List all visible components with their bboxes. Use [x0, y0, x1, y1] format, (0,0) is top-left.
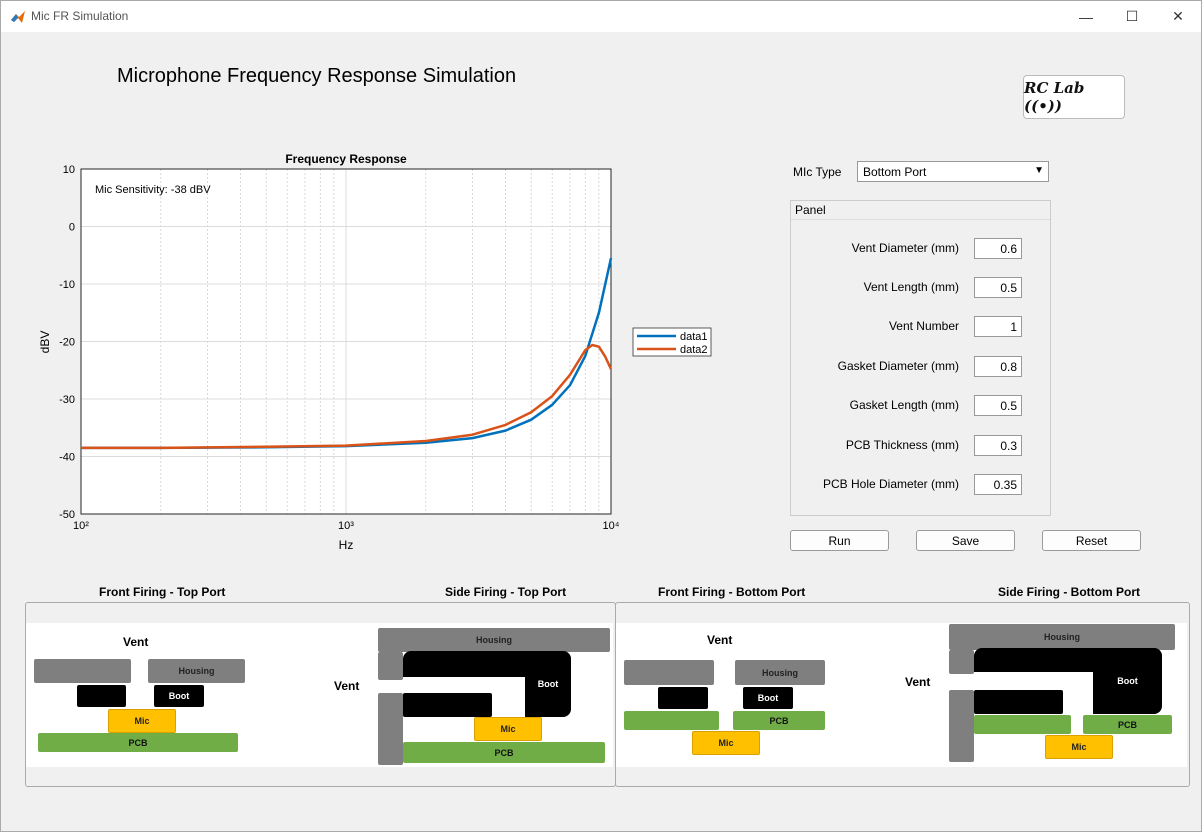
vent-length-label: Vent Length (mm) — [863, 280, 959, 294]
y-tick-label: -50 — [59, 509, 75, 521]
side-top-vent-label: Vent — [334, 679, 360, 693]
vent-length-input[interactable]: 0.5 — [974, 277, 1022, 298]
mic-type-value: Bottom Port — [863, 165, 927, 179]
side-bottom-vent-label: Vent — [905, 675, 931, 689]
vent-number-input[interactable]: 1 — [974, 316, 1022, 337]
y-tick-label: -10 — [59, 279, 75, 291]
front-bottom-boot-left — [658, 687, 708, 709]
save-button[interactable]: Save — [916, 530, 1015, 551]
side-top-housing: Housing — [378, 628, 610, 652]
side-top-boot: Boot — [525, 651, 571, 717]
front-top-boot-left — [77, 685, 126, 707]
front-top-mic: Mic — [108, 709, 176, 733]
minimize-button[interactable]: — — [1079, 8, 1093, 25]
chart-legend: data1 data2 — [632, 327, 712, 357]
vent-diameter-label: Vent Diameter (mm) — [851, 241, 959, 255]
x-tick-label: 10³ — [338, 520, 354, 532]
side-bottom-boot: Boot — [1093, 648, 1162, 714]
vent-diameter-input[interactable]: 0.6 — [974, 238, 1022, 259]
front-bottom-title: Front Firing - Bottom Port — [658, 585, 806, 599]
x-tick-label: 10⁴ — [603, 520, 620, 532]
side-top-boot-lower — [403, 693, 492, 717]
series-line-data2 — [81, 343, 613, 450]
side-top-housing-wall-lower — [378, 693, 403, 765]
maximize-button[interactable]: ☐ — [1125, 8, 1139, 24]
dropdown-arrow-icon: ▼ — [1034, 165, 1044, 176]
side-top-pcb: PCB — [403, 742, 605, 763]
front-top-housing-left — [34, 659, 131, 683]
front-top-vent-label: Vent — [123, 635, 149, 649]
y-tick-label: -20 — [59, 337, 75, 349]
front-bottom-boot: Boot — [743, 687, 793, 709]
side-bottom-housing: Housing — [949, 624, 1175, 650]
front-bottom-mic: Mic — [692, 731, 760, 755]
legend-label-data1: data1 — [680, 331, 708, 343]
side-bottom-mic: Mic — [1045, 735, 1113, 759]
side-bottom-housing-wall-lower — [949, 690, 974, 762]
side-bottom-housing-wall-upper — [949, 650, 974, 674]
bottom-port-diagram-panel: Vent Housing Boot PCB Mic Vent Housing B… — [615, 602, 1190, 787]
front-top-boot: Boot — [154, 685, 204, 707]
frequency-response-chart: Frequency Response 10 0 -10 -20 -30 -40 -5010²… — [38, 152, 712, 552]
y-tick-label: 0 — [69, 222, 75, 234]
page-title: Microphone Frequency Response Simulation — [117, 65, 517, 87]
gasket-length-label: Gasket Length (mm) — [849, 398, 959, 412]
legend-label-data2: data2 — [680, 344, 708, 356]
gasket-diameter-label: Gasket Diameter (mm) — [837, 359, 959, 373]
panel-divider — [791, 219, 1050, 220]
x-tick-label: 10² — [73, 520, 89, 532]
gasket-diameter-input[interactable]: 0.8 — [974, 356, 1022, 377]
front-top-housing: Housing — [148, 659, 245, 683]
side-bottom-title: Side Firing - Bottom Port — [998, 585, 1140, 599]
chart-ylabel: dBV — [38, 331, 52, 354]
front-top-title: Front Firing - Top Port — [99, 585, 226, 599]
mic-type-label: MIc Type — [793, 165, 842, 179]
top-port-diagram-panel: Vent Housing Boot Mic PCB Vent Housing B… — [25, 602, 616, 787]
pcb-hole-diameter-label: PCB Hole Diameter (mm) — [822, 477, 959, 491]
front-bottom-housing-left — [624, 660, 714, 685]
reset-button[interactable]: Reset — [1042, 530, 1141, 551]
pcb-thickness-input[interactable]: 0.3 — [974, 435, 1022, 456]
side-bottom-pcb-left — [974, 715, 1071, 734]
rc-lab-logo: RC Lab ((•)) — [1023, 75, 1125, 119]
window-title: Mic FR Simulation — [31, 9, 129, 23]
title-bar: Mic FR Simulation — ☐ ✕ — [1, 1, 1201, 32]
front-bottom-pcb: PCB — [733, 711, 825, 730]
side-top-mic: Mic — [474, 717, 542, 741]
matlab-icon — [11, 11, 25, 23]
y-tick-label: -30 — [59, 394, 75, 406]
parameter-panel: Panel Vent Diameter (mm) 0.6 Vent Length… — [790, 200, 1051, 516]
vent-number-label: Vent Number — [888, 319, 959, 333]
front-top-pcb: PCB — [38, 733, 238, 752]
side-bottom-pcb: PCB — [1083, 715, 1172, 734]
front-bottom-vent-label: Vent — [707, 633, 733, 647]
mic-type-dropdown[interactable]: Bottom Port ▼ — [857, 161, 1049, 182]
pcb-thickness-label: PCB Thickness (mm) — [845, 438, 959, 452]
chart-title: Frequency Response — [285, 152, 407, 166]
side-bottom-boot-lower — [974, 690, 1063, 714]
pcb-hole-diameter-input[interactable]: 0.35 — [974, 474, 1022, 495]
y-tick-label: 10 — [63, 164, 75, 176]
side-top-title: Side Firing - Top Port — [445, 585, 567, 599]
gasket-length-input[interactable]: 0.5 — [974, 395, 1022, 416]
chart-annotation: Mic Sensitivity: -38 dBV — [95, 184, 211, 196]
chart-xlabel: Hz — [339, 538, 354, 552]
axes-box — [80, 168, 612, 515]
front-bottom-pcb-left — [624, 711, 719, 730]
panel-title: Panel — [795, 203, 826, 217]
side-top-housing-wall-upper — [378, 652, 403, 680]
run-button[interactable]: Run — [790, 530, 889, 551]
front-bottom-housing: Housing — [735, 660, 825, 685]
close-button[interactable]: ✕ — [1172, 8, 1184, 24]
y-tick-label: -40 — [59, 452, 75, 464]
